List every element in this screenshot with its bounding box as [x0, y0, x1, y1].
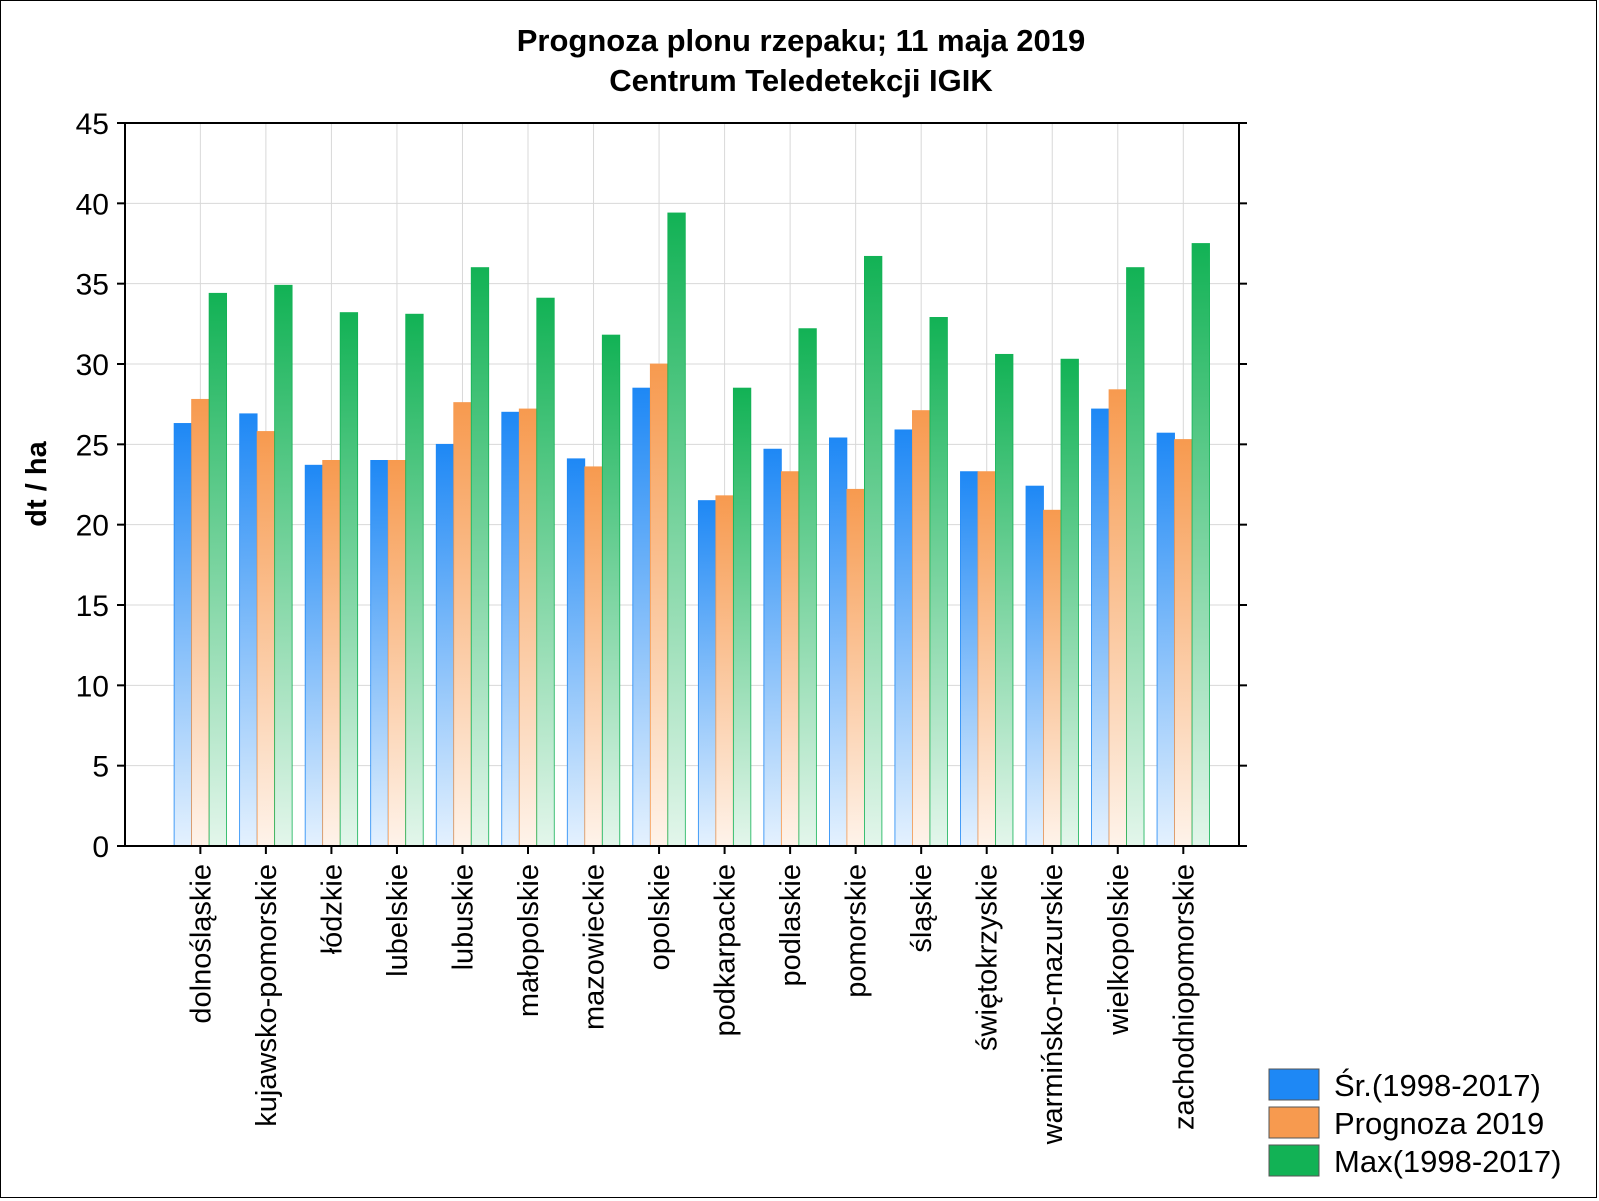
bar-forecast: [977, 471, 996, 847]
bar-max: [667, 212, 686, 847]
bar-forecast: [1043, 509, 1062, 847]
axes: 0 5 10 15 20 25 30 35 40 45 dolnośląskie kujawsko-p…: [76, 108, 1247, 1145]
x-category-label: podkarpackie: [710, 864, 742, 1037]
y-tick-label: 30: [76, 349, 109, 382]
bar-forecast: [715, 495, 734, 847]
chart-subtitle: Centrum Teledetekcji IGIK: [609, 63, 993, 98]
legend: Śr.(1998-2017)Prognoza 2019Max(1998-2017…: [1268, 1067, 1561, 1179]
chart-title: Prognoza plonu rzepaku; 11 maja 2019: [517, 23, 1086, 58]
y-tick-label: 10: [76, 670, 109, 703]
bar-avg: [894, 429, 913, 847]
legend-swatch: [1268, 1144, 1320, 1177]
bar-avg: [304, 464, 324, 847]
bar-avg: [632, 387, 651, 847]
bar-avg: [829, 437, 848, 847]
bar-avg: [1156, 432, 1175, 847]
x-category-label: opolskie: [644, 864, 676, 970]
bar-avg: [960, 471, 979, 847]
legend-label: Prognoza 2019: [1334, 1106, 1544, 1141]
bar-avg: [1091, 408, 1110, 847]
bar-max: [995, 353, 1014, 847]
bar-forecast: [1108, 389, 1127, 847]
y-tick-label: 35: [76, 269, 109, 302]
plot-frame: [124, 122, 1240, 847]
x-category-label: kujawsko-pomorskie: [251, 864, 283, 1127]
y-tick-label: 0: [92, 831, 109, 864]
bar-forecast: [649, 363, 669, 847]
bar-max: [274, 284, 293, 847]
x-category-label: małopolskie: [513, 864, 545, 1017]
bar-forecast: [191, 398, 210, 847]
bar-max: [732, 387, 752, 847]
x-category-label: wielkopolskie: [1103, 864, 1135, 1036]
bar-max: [1126, 267, 1145, 847]
x-category-label: świętokrzyskie: [972, 864, 1004, 1051]
bar-avg: [763, 448, 782, 847]
bar-avg: [697, 500, 717, 847]
bar-max: [405, 313, 424, 847]
bar-avg: [173, 423, 193, 847]
y-tick-label: 15: [76, 590, 109, 623]
x-category-label: pomorskie: [841, 864, 873, 998]
bar-avg: [435, 443, 455, 847]
bar-forecast: [780, 471, 800, 847]
bar-max: [1060, 358, 1079, 847]
bar-forecast: [453, 402, 472, 847]
bar-avg: [501, 411, 520, 847]
bar-forecast: [584, 466, 603, 847]
x-category-label: lubuskie: [447, 864, 479, 970]
legend-label: Śr.(1998-2017): [1334, 1067, 1541, 1103]
bars: [173, 212, 1210, 847]
legend-swatch: [1268, 1068, 1320, 1101]
x-category-label: zachodniopomorskie: [1168, 864, 1200, 1130]
x-category-label: warmińsko-mazurskie: [1037, 864, 1069, 1145]
y-tick-label: 20: [76, 510, 109, 543]
bar-max: [339, 312, 359, 847]
y-axis-title: dt / ha: [21, 440, 53, 526]
legend-label: Max(1998-2017): [1334, 1144, 1561, 1179]
bar-avg: [566, 458, 586, 847]
bar-forecast: [256, 431, 276, 847]
bar-max: [536, 297, 555, 847]
bar-max: [929, 317, 948, 847]
y-tick-label: 5: [92, 751, 109, 784]
bar-avg: [1025, 485, 1044, 847]
bar-avg: [239, 413, 258, 847]
bar-forecast: [1174, 439, 1193, 847]
bar-avg: [370, 459, 389, 847]
y-tick-label: 25: [76, 429, 109, 462]
y-tick-label: 40: [76, 188, 109, 221]
x-category-label: dolnośląskie: [185, 864, 217, 1024]
bar-forecast: [846, 488, 865, 847]
x-category-label: lubelskie: [382, 864, 414, 977]
legend-swatch: [1268, 1106, 1320, 1139]
x-category-label: śląskie: [906, 864, 938, 953]
bar-max: [1191, 243, 1210, 847]
bar-forecast: [387, 459, 407, 847]
bar-max: [208, 292, 228, 847]
bar-forecast: [912, 410, 931, 847]
bar-max: [864, 255, 883, 847]
bar-max: [601, 334, 621, 847]
bar-forecast: [518, 408, 538, 847]
bar-forecast: [322, 459, 341, 847]
y-tick-label: 45: [76, 108, 109, 141]
x-category-label: podlaskie: [775, 864, 807, 987]
x-category-label: łódzkie: [316, 864, 348, 954]
bar-max: [798, 328, 817, 847]
x-category-label: mazowieckie: [579, 864, 611, 1030]
bar-max: [470, 267, 490, 847]
